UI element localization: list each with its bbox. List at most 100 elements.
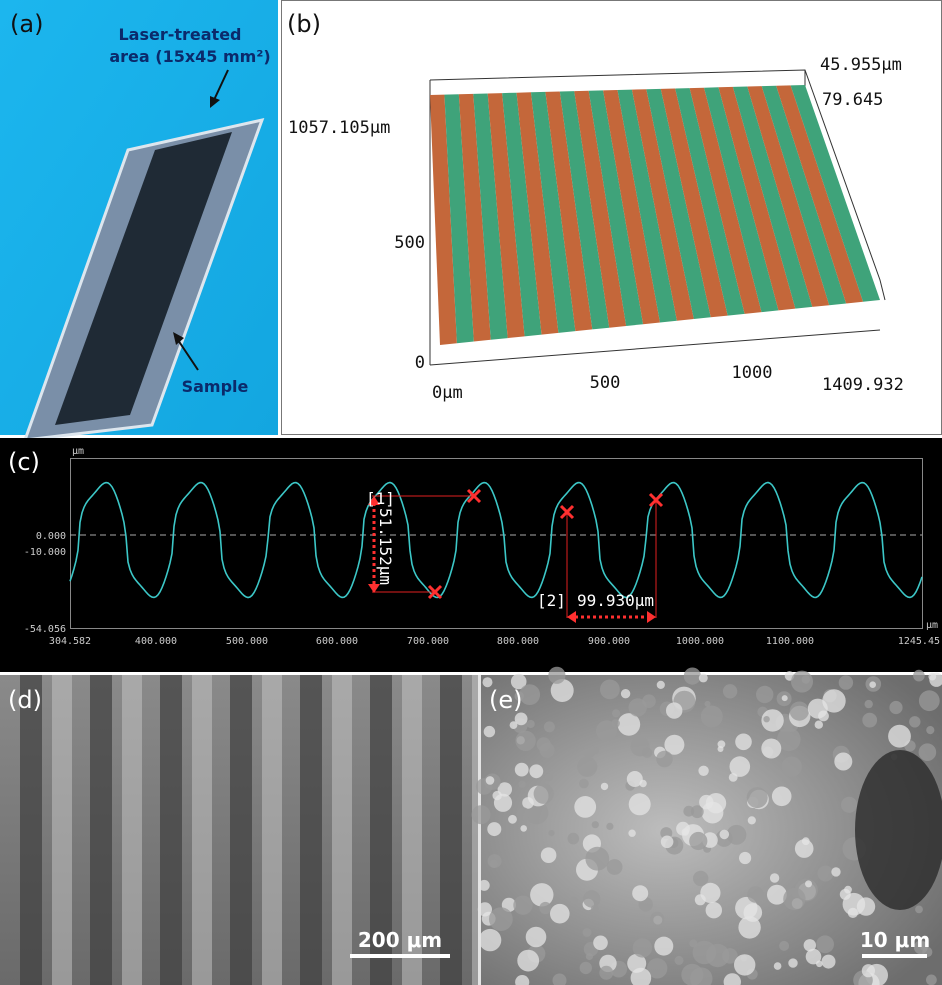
particle <box>490 860 498 868</box>
particle <box>621 689 630 698</box>
particle <box>862 713 877 728</box>
groove <box>160 675 182 985</box>
particle <box>783 888 805 910</box>
particle <box>628 830 635 837</box>
particle <box>657 681 665 689</box>
particle <box>747 886 764 903</box>
x-tick-label: 304.582 <box>49 636 91 647</box>
particle <box>926 975 937 985</box>
particle <box>570 897 578 905</box>
particle <box>865 700 873 708</box>
particle <box>577 757 597 777</box>
particle <box>629 793 651 815</box>
particle <box>633 938 652 957</box>
particle <box>510 721 518 729</box>
particle <box>593 936 608 951</box>
annotation-marker: [1] <box>366 489 395 508</box>
groove <box>300 675 322 985</box>
particle <box>520 825 527 832</box>
x-tick-label: 1245.45 <box>898 636 940 647</box>
axis-label: 0 <box>415 353 425 373</box>
panel-label: (e) <box>489 686 523 714</box>
particle <box>735 734 752 751</box>
particle <box>744 903 763 922</box>
particle <box>763 716 769 722</box>
particle <box>550 904 570 924</box>
particle <box>642 748 652 758</box>
axis-unit: μm <box>926 620 938 631</box>
axis-label: 1409.932 <box>822 375 904 395</box>
particle <box>548 667 565 684</box>
x-tick-label: 600.000 <box>316 636 358 647</box>
particle <box>484 726 495 737</box>
axis-label: 500 <box>394 233 425 253</box>
annotation: 51.152μm <box>376 508 395 585</box>
particle <box>545 773 553 781</box>
particle <box>791 671 813 693</box>
annotation: Laser-treated <box>118 25 241 44</box>
panel-d: (d) 200 μm <box>0 675 492 985</box>
particle <box>517 807 530 820</box>
groove <box>440 675 462 985</box>
particle <box>747 787 768 808</box>
particle <box>756 686 773 703</box>
x-tick-label: 1100.000 <box>766 636 814 647</box>
particle <box>568 833 580 845</box>
groove <box>230 675 252 985</box>
particle <box>748 816 756 824</box>
particle <box>862 964 875 977</box>
particle <box>583 890 600 907</box>
particle <box>815 721 823 729</box>
particle <box>666 702 682 718</box>
particle <box>540 743 555 758</box>
particle <box>654 937 673 956</box>
panel-b: (b) 45.955μm 79.645 1057.105μm 500 0 0μm… <box>282 1 942 435</box>
particle <box>926 726 934 734</box>
particle <box>693 871 708 886</box>
surface <box>430 85 880 345</box>
particle <box>607 859 623 875</box>
particle <box>574 796 596 818</box>
scale-label: 10 μm <box>860 928 930 952</box>
particle <box>527 720 535 728</box>
groove <box>20 675 42 985</box>
particle <box>806 949 822 965</box>
particle <box>592 821 599 828</box>
x-tick-label: 1000.000 <box>676 636 724 647</box>
particle <box>788 958 797 967</box>
particle <box>530 883 553 906</box>
particle <box>487 822 501 836</box>
particle <box>675 956 684 965</box>
ridge <box>332 675 352 985</box>
particle <box>919 743 937 761</box>
particle <box>818 866 834 882</box>
particle <box>579 779 589 789</box>
particle <box>517 950 539 972</box>
y-tick-label: 0.000 <box>36 531 66 542</box>
scale-label: 200 μm <box>358 928 442 952</box>
particle <box>586 953 593 960</box>
particle <box>583 928 592 937</box>
particle <box>805 880 812 887</box>
panel-c: (c) μm 0.000 -10.000 -54.056 μm 304.582 … <box>0 438 942 672</box>
particle <box>489 907 513 931</box>
particle <box>701 706 723 728</box>
y-tick-label: -54.056 <box>24 624 66 635</box>
shadow <box>855 750 942 910</box>
particle <box>730 756 751 777</box>
particle <box>723 684 737 698</box>
ridge <box>262 675 282 985</box>
particle <box>772 787 792 807</box>
particle <box>831 867 840 876</box>
particle <box>539 902 551 914</box>
axis-label: 1000 <box>732 363 773 383</box>
particle <box>513 896 532 915</box>
x-tick-label: 800.000 <box>497 636 539 647</box>
particle <box>761 739 781 759</box>
particle <box>727 825 747 845</box>
particle <box>695 894 706 905</box>
particle <box>844 886 852 894</box>
particle <box>519 781 526 788</box>
particle <box>888 725 911 748</box>
particle <box>795 839 814 858</box>
